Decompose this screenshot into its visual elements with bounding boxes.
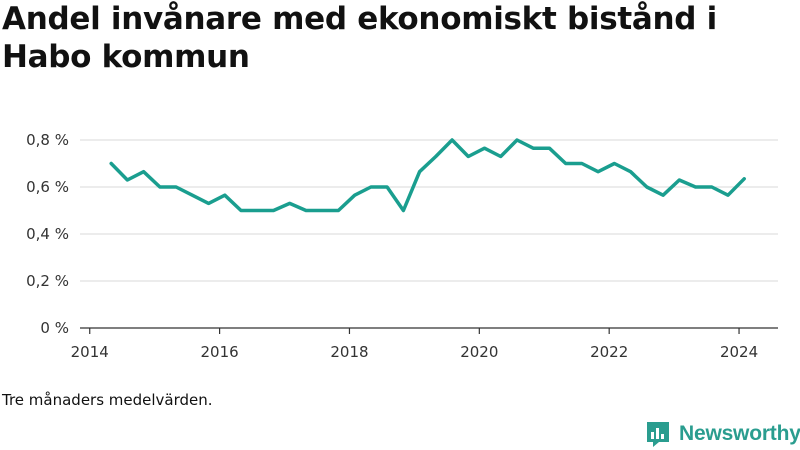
- bar-chart-speech-bubble-icon: [647, 422, 669, 447]
- x-tick-label: 2024: [720, 343, 758, 361]
- y-tick-label: 0,8 %: [26, 131, 69, 149]
- x-tick-label: 2014: [71, 343, 109, 361]
- x-axis-labels: 2014 2016 2018 2020 2022 2024: [71, 343, 758, 361]
- series: [109, 138, 746, 213]
- newsworthy-logo[interactable]: Newsworthy: [645, 420, 800, 448]
- y-tick-label: 0,4 %: [26, 225, 69, 243]
- chart-title: Andel invånare med ekonomiskt bistånd i …: [2, 1, 717, 75]
- y-tick-label: 0,2 %: [26, 272, 69, 290]
- y-axis-labels: 0 % 0,2 % 0,4 % 0,6 % 0,8 %: [26, 131, 69, 337]
- x-axis: [80, 327, 778, 334]
- logo-text: Newsworthy: [679, 422, 800, 445]
- y-tick-label: 0 %: [40, 319, 69, 337]
- gridlines: [80, 139, 778, 282]
- x-tick-label: 2020: [460, 343, 498, 361]
- chart-caption: Tre månaders medelvärden.: [2, 391, 213, 409]
- x-tick-label: 2018: [330, 343, 368, 361]
- x-tick-label: 2016: [201, 343, 239, 361]
- series-line: [109, 138, 746, 213]
- x-tick-label: 2022: [590, 343, 628, 361]
- y-tick-label: 0,6 %: [26, 178, 69, 196]
